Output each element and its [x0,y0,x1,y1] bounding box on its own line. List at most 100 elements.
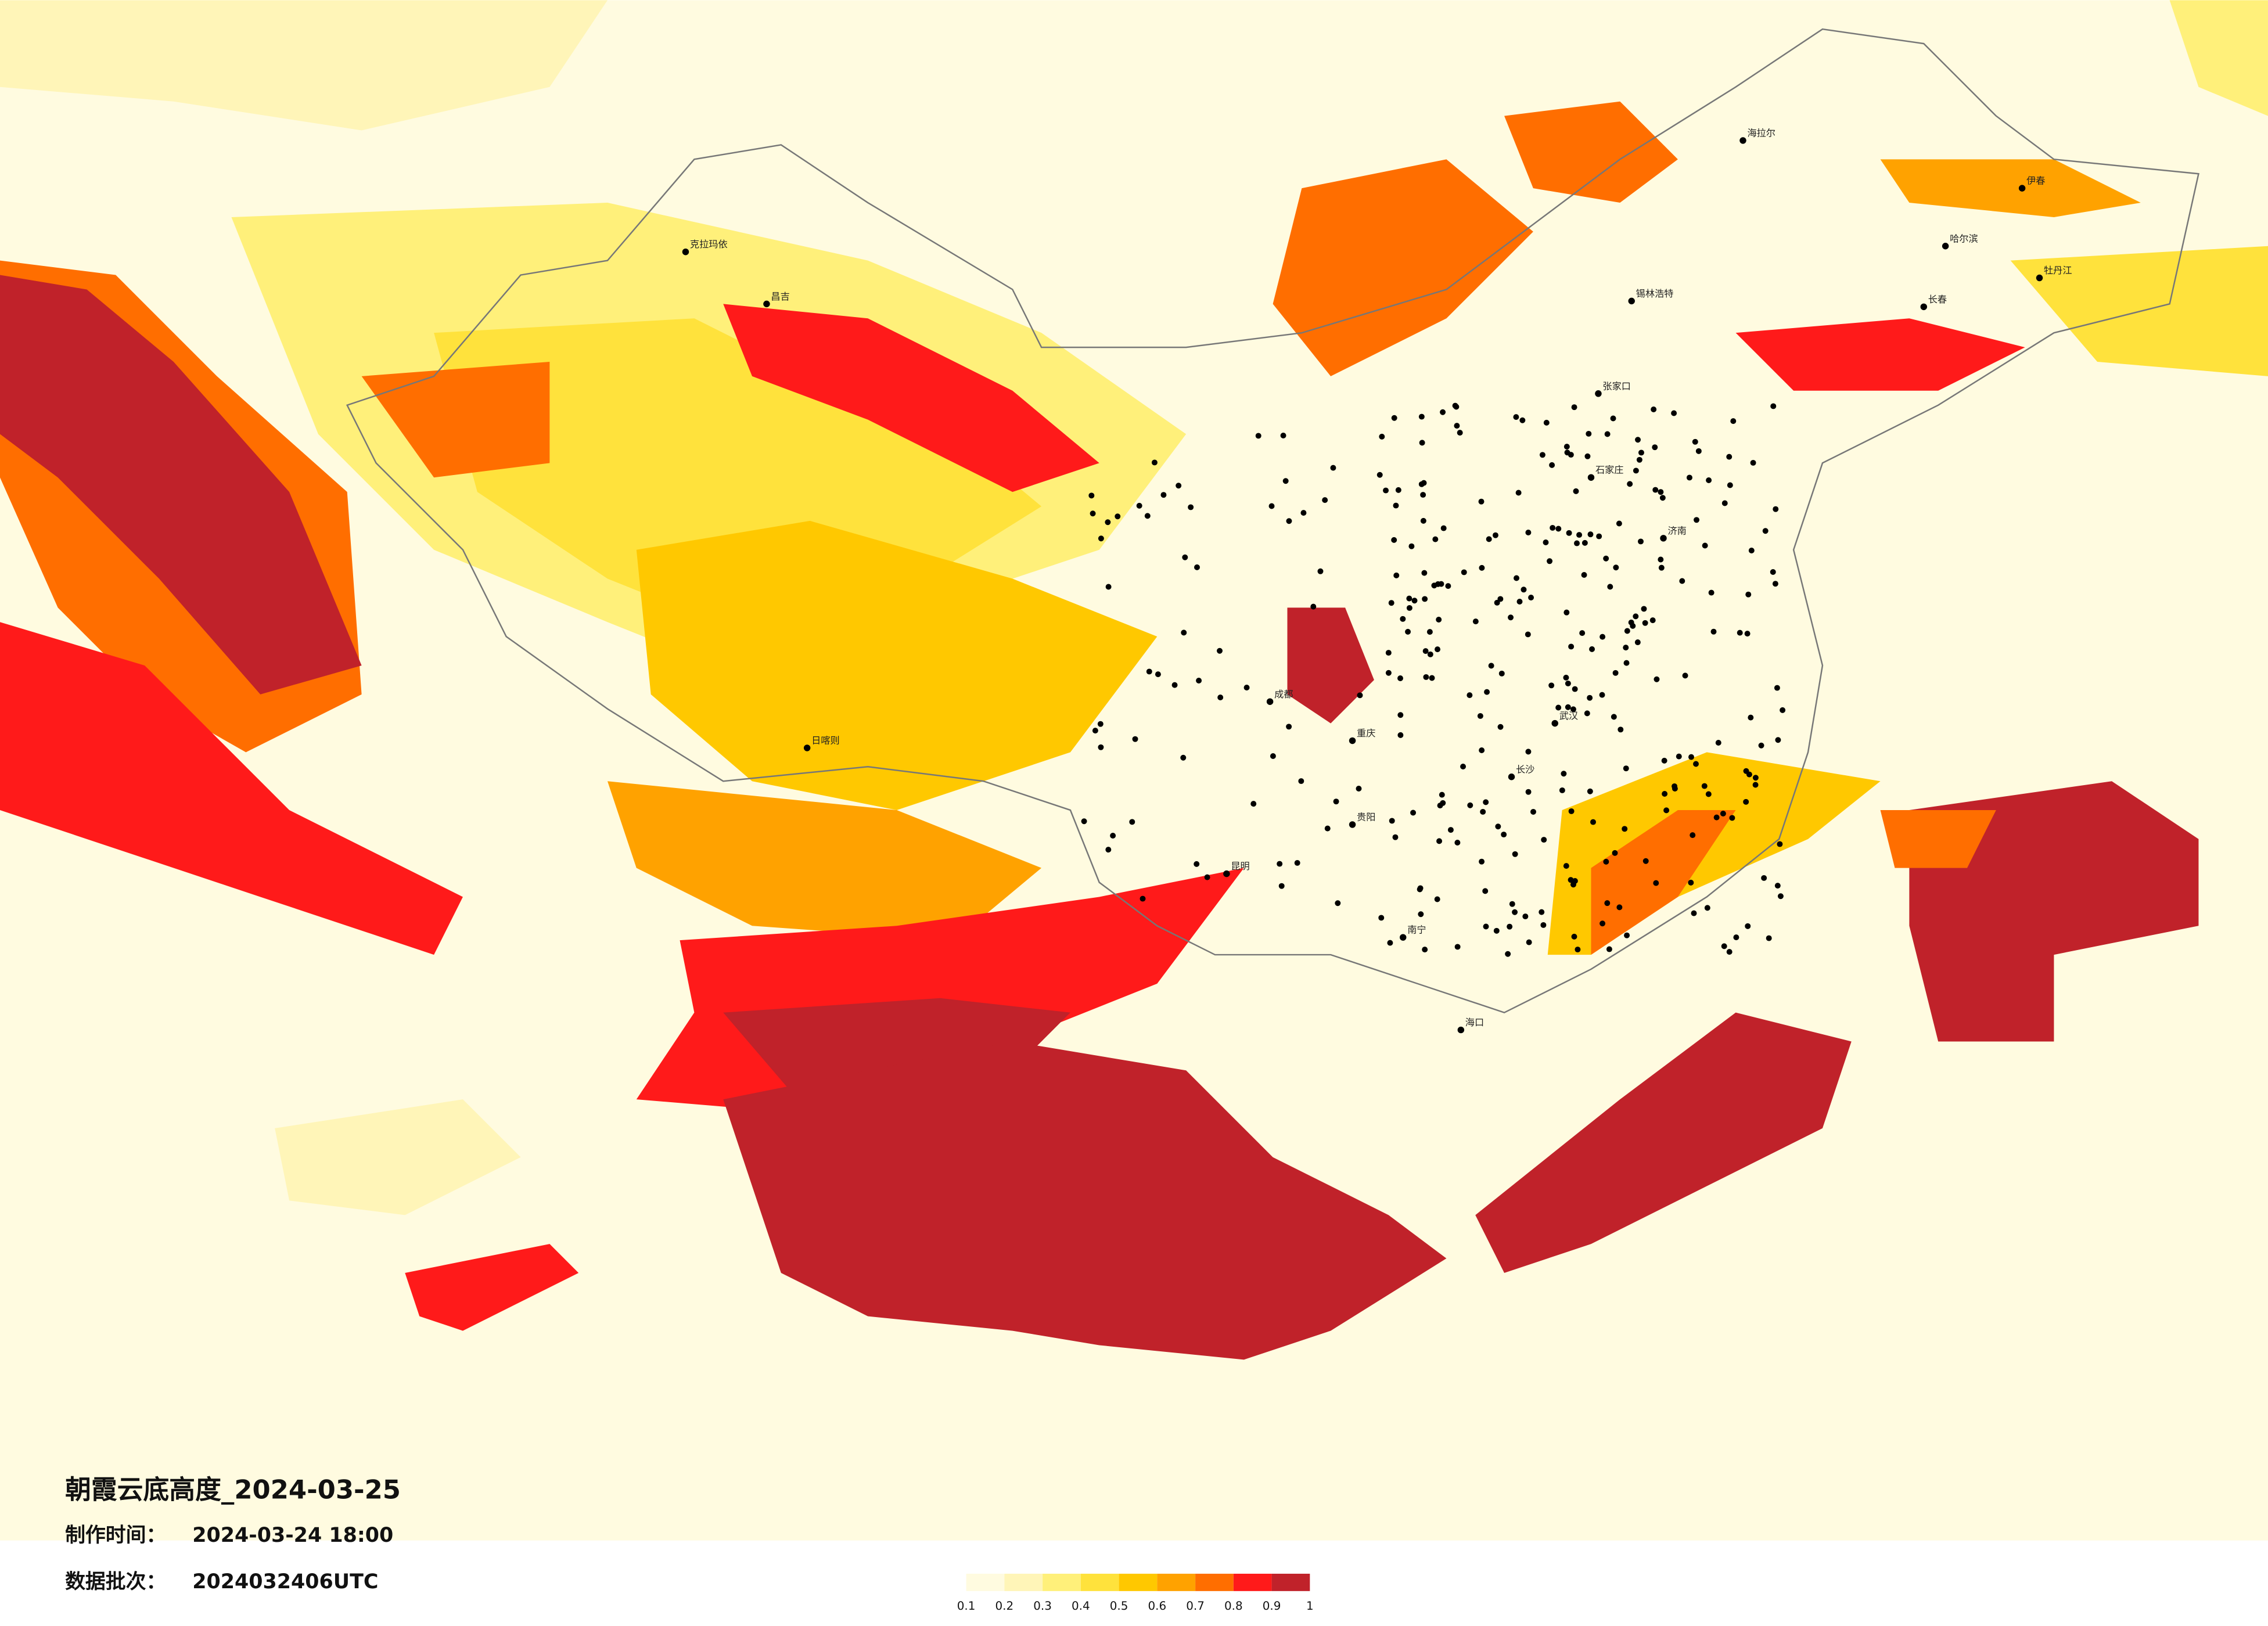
cloud-field [0,0,2268,1360]
station-dot [1574,540,1580,546]
city-label: 贵阳 [1357,811,1375,822]
station-dot [1663,807,1670,814]
station-dot [1461,569,1467,575]
station-dot [1447,827,1454,833]
station-dot [1286,724,1292,730]
station-dot [1721,943,1727,949]
station-dot [1570,706,1576,713]
station-dot [1400,616,1406,622]
station-dot [1322,497,1328,503]
station-dot [1418,413,1425,420]
city-dot [2036,274,2043,282]
cloud-region [1475,1012,1852,1273]
city-label: 哈尔滨 [1950,233,1978,244]
station-dot [1422,947,1428,953]
station-dot [1525,631,1531,638]
legend-tick-label: 0.6 [1148,1599,1167,1613]
station-dot [1603,858,1609,865]
city-label: 昆明 [1231,861,1249,872]
station-dot [1773,506,1779,512]
station-dot [1105,519,1111,526]
station-dot [1572,877,1578,884]
station-dot [1581,572,1587,578]
station-dot [1417,886,1423,893]
station-dot [1439,792,1445,798]
station-dot [1196,677,1202,684]
station-dot [1770,569,1776,575]
station-dot [1704,905,1710,911]
station-dot [1453,404,1460,410]
station-dot [1335,900,1341,906]
station-dot [1568,808,1575,814]
station-dot [1136,502,1142,509]
station-dot [1622,826,1628,832]
production-time-label: 制作时间： [65,1524,166,1547]
station-dot [1671,410,1677,416]
station-dot [1282,478,1289,484]
station-dot [1324,825,1331,832]
station-dot [1436,617,1442,623]
city-dot [1266,698,1274,705]
station-dot [1243,685,1250,690]
station-dot [1151,459,1158,466]
station-dot [1729,815,1735,821]
cloud-region [0,622,463,955]
station-dot [1651,406,1657,412]
station-dot [1310,603,1317,610]
station-dot [1526,939,1532,945]
station-dot [1110,833,1116,839]
city-dot [682,248,689,256]
station-dot [1420,492,1426,498]
station-dot [1484,689,1490,695]
station-dot [1659,495,1666,501]
station-dot [1702,542,1708,549]
station-dot [1472,618,1479,625]
station-dot [1576,532,1583,538]
station-dot [1539,452,1545,458]
station-dot [1686,474,1692,481]
station-dot [1565,704,1571,710]
station-dot [1507,923,1513,930]
station-dot [1217,695,1224,700]
station-dot [1679,578,1685,584]
station-dot [1780,707,1786,713]
station-dot [1294,859,1300,866]
station-dot [1762,528,1769,534]
station-dot [1454,944,1461,950]
station-dot [1638,538,1644,545]
city-label: 张家口 [1602,380,1631,391]
station-dot [1406,605,1412,611]
station-dot [1642,858,1649,864]
station-dot [1587,531,1594,538]
station-dot [1607,584,1613,590]
station-dot [1547,558,1553,564]
station-dot [1590,819,1596,825]
station-dot [1638,449,1644,456]
station-dot [1440,409,1446,415]
cloud-region [1880,159,2141,217]
station-dot [1752,775,1759,781]
production-time-value: 2024-03-24 18:00 [192,1524,393,1547]
station-dot [1397,675,1403,681]
station-dot [1568,643,1575,650]
station-dot [1483,799,1489,805]
city-label: 长春 [1928,294,1947,305]
station-dot [1579,630,1586,636]
station-dot [1672,783,1678,789]
station-dot [1356,786,1362,792]
station-dot [1270,753,1276,760]
cloud-region [0,0,608,131]
station-dot [1561,771,1567,777]
station-dot [1726,454,1733,460]
legend-tick-label: 0.4 [1072,1599,1090,1613]
station-dot [1411,598,1418,604]
station-dot [1194,861,1200,867]
legend-swatch [1195,1573,1234,1591]
station-dot [1611,714,1617,720]
station-dot [1144,513,1151,519]
station-dot [1431,582,1437,589]
station-dot [1573,488,1579,494]
station-dot [1604,431,1611,437]
station-dot [1277,861,1283,867]
station-dot [1418,911,1424,918]
